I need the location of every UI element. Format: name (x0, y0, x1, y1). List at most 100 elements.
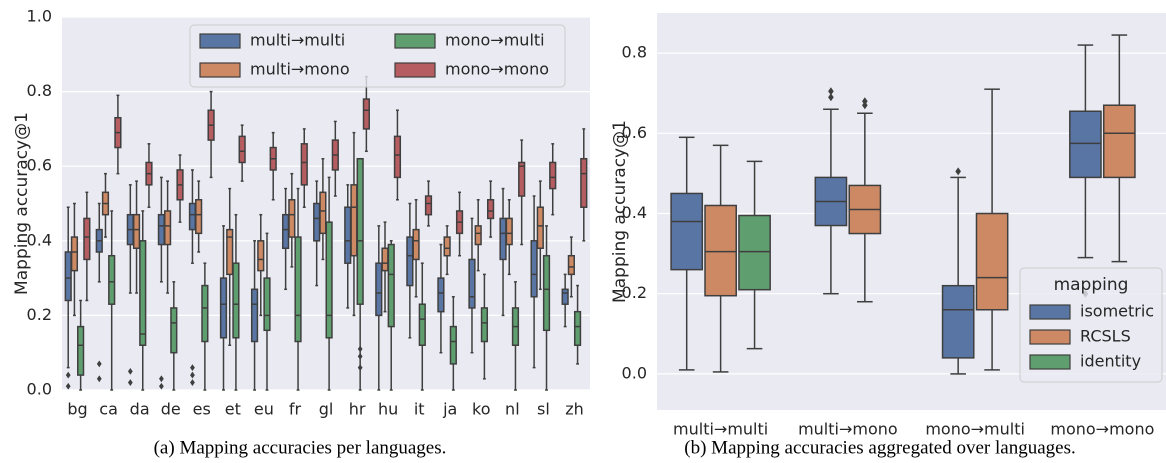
box (511, 281, 520, 391)
box-body (505, 217, 513, 246)
box (437, 243, 445, 354)
x-tick-label: gl (319, 400, 334, 419)
y-tick-label: 0.8 (27, 81, 52, 100)
box-body (381, 247, 389, 272)
box-body (561, 288, 569, 305)
box (132, 180, 141, 294)
box-body (70, 236, 79, 272)
y-tick-label: 0.2 (622, 283, 647, 302)
box-body (294, 236, 302, 343)
box (350, 131, 358, 317)
box (157, 176, 165, 390)
box-body (319, 191, 327, 235)
box-body (362, 98, 370, 130)
outlier (190, 364, 195, 372)
x-tick-label: nl (505, 400, 520, 419)
box-body (263, 277, 271, 332)
box-body (975, 212, 1009, 311)
box (1069, 44, 1102, 298)
box-body (313, 202, 321, 242)
box (232, 213, 240, 391)
x-tick-label: multi→multi (673, 420, 768, 439)
box (468, 217, 476, 354)
box (170, 281, 178, 391)
caption: (a) Mapping accuracies per languages. (154, 437, 447, 458)
outlier (190, 371, 195, 379)
outlier (357, 364, 363, 372)
box (814, 87, 848, 295)
y-axis-label: Mapping accuracy@1 (12, 112, 32, 295)
box-body (518, 161, 526, 197)
y-tick-label: 0.4 (622, 203, 647, 222)
box (455, 191, 464, 257)
x-tick-label: fr (289, 400, 302, 419)
box-body (132, 213, 141, 250)
x-tick-label: hu (378, 400, 398, 419)
box (226, 187, 234, 346)
y-tick-label: 0.2 (27, 305, 52, 324)
box-body (580, 157, 588, 208)
box-body (226, 228, 234, 276)
box (975, 88, 1009, 371)
y-tick-label: 0.0 (622, 363, 647, 382)
box-body (139, 240, 147, 346)
box (145, 143, 153, 208)
box (443, 225, 451, 276)
box (406, 202, 414, 339)
box (319, 157, 327, 261)
legend-swatch (1029, 354, 1071, 370)
box-body (530, 240, 538, 298)
legend-swatch (394, 62, 436, 78)
legend-swatch (1029, 329, 1071, 345)
box (64, 206, 72, 390)
box (300, 128, 308, 208)
x-tick-label: ca (99, 400, 118, 419)
legend-label: mono→mono (445, 60, 549, 79)
box-body (157, 213, 165, 246)
box (474, 199, 482, 272)
box-body (250, 288, 259, 343)
box (356, 157, 364, 391)
legend-swatch (199, 62, 241, 78)
box-body (282, 213, 290, 250)
box-body (344, 206, 352, 264)
y-tick-label: 0.0 (27, 380, 52, 399)
y-tick-label: 0.6 (27, 156, 52, 175)
box-body (1069, 110, 1102, 179)
box (70, 202, 79, 317)
box (139, 210, 147, 391)
box (238, 124, 246, 182)
box (536, 180, 544, 291)
y-tick-label: 0.6 (622, 123, 647, 142)
box-body (567, 254, 575, 276)
box-body (188, 202, 197, 231)
box (505, 199, 513, 276)
box-body (474, 225, 482, 246)
box (704, 144, 737, 373)
outlier (159, 382, 164, 390)
box-body (393, 135, 402, 179)
legend-label: multi→mono (250, 60, 350, 79)
box (530, 195, 538, 369)
box (201, 262, 209, 391)
box-body (941, 284, 975, 359)
box (263, 232, 271, 391)
box (480, 273, 489, 380)
box (848, 97, 882, 303)
box-body (573, 310, 582, 346)
x-tick-label: zh (565, 400, 584, 419)
box (331, 120, 339, 197)
box (163, 180, 172, 294)
box-body (704, 204, 737, 297)
y-tick-label: 0.8 (622, 43, 647, 62)
legend-swatch (1029, 304, 1071, 320)
box (567, 236, 575, 298)
box-body (108, 254, 116, 305)
box (269, 131, 277, 201)
box (188, 169, 197, 386)
box-body (325, 221, 333, 339)
outlier (357, 345, 363, 353)
box-body (288, 199, 296, 238)
